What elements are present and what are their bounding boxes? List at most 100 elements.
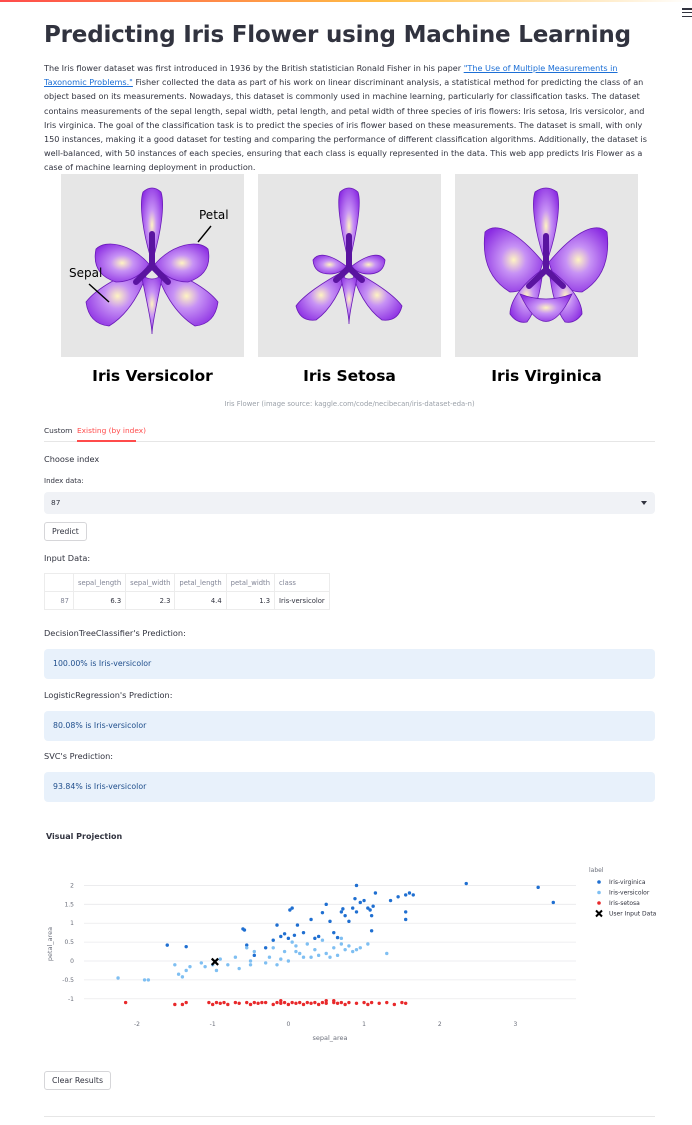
data-point <box>271 1002 275 1007</box>
logistic-regression-result: 80.08% is Iris-versicolor <box>44 711 655 741</box>
data-point <box>176 972 181 976</box>
tab-bar: Custom Existing (by index) <box>44 420 655 442</box>
data-point <box>316 953 321 958</box>
data-point <box>411 893 415 897</box>
data-point <box>335 953 340 958</box>
data-point <box>351 906 355 910</box>
data-point <box>279 957 283 961</box>
tab-existing-by-index[interactable]: Existing (by index) <box>77 426 147 435</box>
iris-setosa-image <box>258 174 441 357</box>
data-point <box>369 929 374 933</box>
tab-custom[interactable]: Custom <box>44 426 73 435</box>
data-point <box>551 900 555 905</box>
data-point <box>366 1002 370 1007</box>
x-tick-label: -1 <box>210 1021 216 1028</box>
data-point <box>298 1000 302 1005</box>
data-point <box>339 936 344 941</box>
data-point <box>403 1001 408 1006</box>
flower-name-setosa: Iris Setosa <box>303 367 396 385</box>
data-point <box>351 949 355 954</box>
intro-text-end: Fisher collected the data as part of his… <box>44 77 647 173</box>
data-point <box>184 1000 188 1005</box>
data-point <box>343 1002 347 1007</box>
app-top-decoration <box>0 0 692 2</box>
index-select[interactable]: 87 <box>44 492 655 514</box>
chevron-down-icon[interactable] <box>641 501 647 505</box>
data-point <box>233 1000 238 1005</box>
data-point <box>226 963 230 967</box>
data-point <box>347 1000 351 1005</box>
data-point <box>252 949 257 954</box>
data-point <box>305 1000 309 1005</box>
legend-entry: Iris-virginica <box>609 879 646 886</box>
data-point <box>290 940 294 944</box>
data-point <box>226 1002 230 1007</box>
data-point <box>305 942 309 946</box>
table-cell-petal-length: 4.4 <box>174 591 227 610</box>
data-point <box>324 951 328 956</box>
legend-entry: Iris-versicolor <box>609 890 650 897</box>
data-point <box>301 1002 306 1007</box>
data-point <box>214 968 219 973</box>
x-tick-label: 2 <box>438 1021 442 1028</box>
data-point <box>354 883 359 888</box>
data-point <box>282 949 287 954</box>
data-point <box>369 913 374 918</box>
data-point <box>248 963 253 967</box>
data-point <box>347 919 351 924</box>
data-point <box>256 1001 260 1006</box>
data-point <box>180 975 185 979</box>
data-point <box>245 1000 249 1005</box>
data-point <box>362 1000 366 1005</box>
data-point <box>385 1000 389 1005</box>
scatter-chart[interactable]: 2 1.5 1 0.5 0 -0.5 -1 -2 -1 0 1 2 3 sepal_area petal_a… <box>44 862 664 1047</box>
bottom-divider <box>44 1116 655 1117</box>
data-point <box>339 1000 344 1005</box>
legend-title: label <box>589 867 604 874</box>
hamburger-menu-icon[interactable] <box>682 8 692 17</box>
data-point <box>339 910 344 914</box>
data-point <box>347 944 351 948</box>
data-point <box>218 957 222 961</box>
table-row: 87 6.3 2.3 4.4 1.3 Iris-versicolor <box>44 591 330 610</box>
data-point <box>320 938 325 942</box>
x-tick-label: -2 <box>134 1021 140 1028</box>
data-point <box>335 935 340 940</box>
table-header-sepal-length: sepal_length <box>72 573 127 592</box>
paper-link[interactable]: "The Use of Multiple Measurements in Tax… <box>44 63 618 88</box>
data-point <box>248 1002 253 1007</box>
clear-results-button[interactable]: Clear Results <box>44 1071 112 1090</box>
index-select-value: 87 <box>51 498 61 507</box>
data-point <box>324 998 328 1003</box>
data-point <box>214 1000 219 1005</box>
data-point <box>316 1002 321 1007</box>
data-point <box>290 1000 294 1005</box>
data-point <box>263 961 268 965</box>
data-point <box>354 947 359 952</box>
y-tick-label: 1.5 <box>64 901 74 908</box>
logistic-regression-label: LogisticRegression's Prediction: <box>44 690 173 700</box>
data-point <box>301 955 306 959</box>
data-point <box>271 938 275 942</box>
data-point <box>464 881 468 886</box>
data-point <box>366 906 370 910</box>
table-header-sepal-width: sepal_width <box>125 573 176 592</box>
decision-tree-label: DecisionTreeClassifier's Prediction: <box>44 628 186 638</box>
data-point <box>392 1002 397 1007</box>
data-point <box>298 951 302 956</box>
sepal-label: Sepal <box>69 266 103 280</box>
petal-label: Petal <box>199 208 229 222</box>
data-point <box>242 928 247 932</box>
data-point <box>263 946 268 950</box>
predict-button[interactable]: Predict <box>44 522 87 541</box>
table-cell-class: Iris-versicolor <box>274 591 330 610</box>
data-point <box>294 1001 298 1006</box>
data-point <box>301 930 306 935</box>
data-point <box>260 1000 264 1005</box>
data-point <box>142 978 147 982</box>
data-point <box>279 1001 283 1006</box>
data-point <box>252 953 257 958</box>
data-point <box>313 1000 317 1005</box>
index-data-label: Index data: <box>44 477 84 485</box>
legend-marker <box>597 890 601 895</box>
